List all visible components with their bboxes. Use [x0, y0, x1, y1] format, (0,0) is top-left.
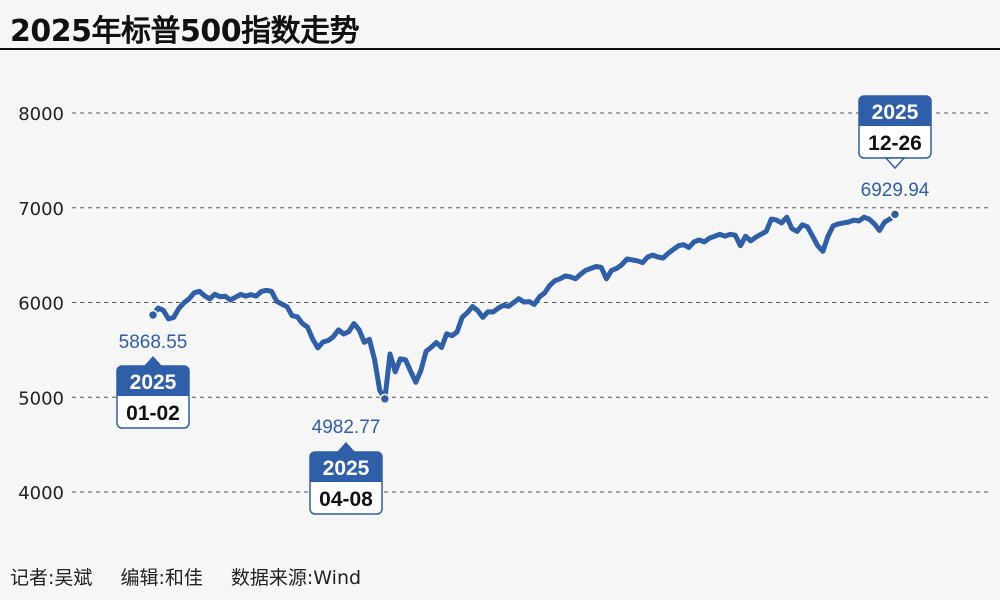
date-badge-header: [859, 96, 931, 126]
badge-pointer: [884, 157, 906, 170]
badge-year: 2025: [872, 101, 919, 124]
y-tick-label: 4000: [18, 483, 64, 504]
date-badge-header: [310, 452, 382, 482]
annotation-value: 4982.77: [312, 417, 381, 438]
badge-date: 04-08: [319, 488, 373, 511]
y-tick-label: 6000: [18, 294, 64, 315]
y-tick-label: 7000: [18, 199, 64, 220]
series-line: [150, 211, 898, 402]
date-badge-header: [117, 366, 189, 396]
chart-title: 2025年标普500指数走势: [10, 14, 360, 49]
badge-pointer: [144, 356, 162, 366]
badge-year: 2025: [323, 457, 370, 480]
editor-credit: 编辑:和佳: [120, 567, 203, 589]
badge-date: 01-02: [126, 402, 180, 425]
annotation-value: 6929.94: [861, 180, 930, 201]
badge-year: 2025: [130, 371, 177, 394]
annotation-value: 5868.55: [119, 332, 188, 353]
annotation-point: [379, 393, 391, 405]
badge-pointer: [337, 442, 355, 452]
title-divider: [0, 48, 1000, 50]
y-tick-label: 8000: [18, 104, 64, 125]
source-credit: 数据来源:Wind: [230, 567, 362, 589]
annotation-point: [147, 309, 159, 321]
badge-date: 12-26: [868, 132, 922, 155]
y-tick-label: 5000: [18, 388, 64, 409]
annotation-point: [889, 209, 901, 220]
reporter-credit: 记者:吴斌: [10, 567, 93, 589]
footer: 记者:吴斌 编辑:和佳 数据来源:Wind: [10, 563, 383, 590]
